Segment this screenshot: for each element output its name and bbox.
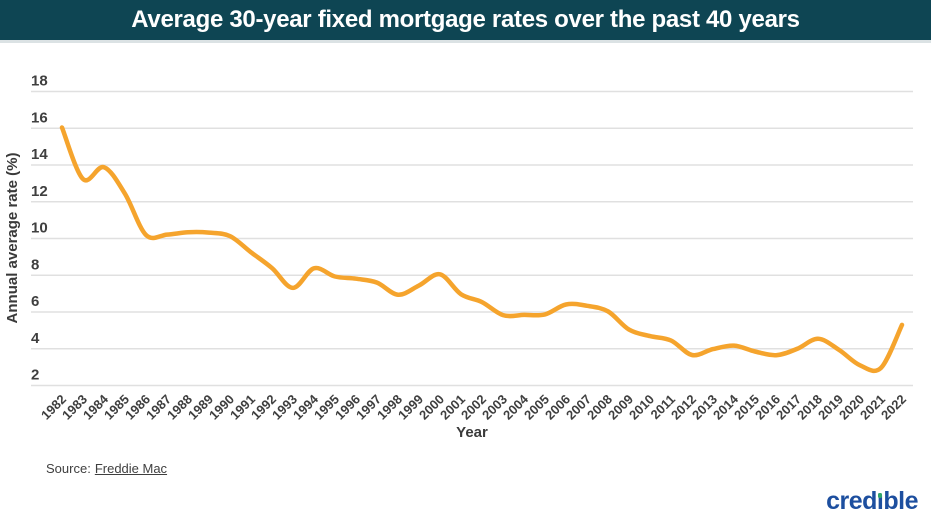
x-tick-label: 2022	[878, 392, 909, 423]
logo-text: ble	[883, 487, 918, 515]
source-label: Source:	[46, 461, 91, 476]
y-axis-tick-labels: 2 4 6 8 10 12 14 16 18	[31, 73, 48, 384]
y-tick-label: 16	[31, 109, 48, 126]
y-tick-label: 14	[31, 146, 48, 163]
logo-letter-i: ı	[876, 487, 884, 515]
y-tick-label: 18	[31, 73, 48, 90]
logo-green-dot-icon	[877, 493, 883, 498]
x-axis-title: Year	[456, 424, 488, 441]
page-title: Average 30-year fixed mortgage rates ove…	[131, 6, 800, 33]
y-tick-label: 6	[31, 293, 39, 310]
y-tick-label: 12	[31, 183, 48, 200]
y-tick-label: 10	[31, 220, 48, 237]
logo-text: cred	[826, 487, 877, 515]
y-tick-label: 4	[31, 330, 40, 347]
rate-line-series	[59, 125, 905, 374]
y-tick-label: 2	[31, 367, 39, 384]
title-banner: Average 30-year fixed mortgage rates ove…	[0, 0, 931, 43]
x-axis-tick-labels: 1982198319841985198619871988198919901991…	[38, 391, 909, 423]
gridlines	[31, 90, 913, 387]
credible-logo: credı ble	[826, 489, 918, 514]
source-link[interactable]: Freddie Mac	[94, 461, 168, 476]
y-axis-title: Annual average rate (%)	[4, 153, 21, 324]
y-tick-label: 8	[31, 256, 39, 273]
source-note: Source: Freddie Mac	[46, 461, 167, 476]
